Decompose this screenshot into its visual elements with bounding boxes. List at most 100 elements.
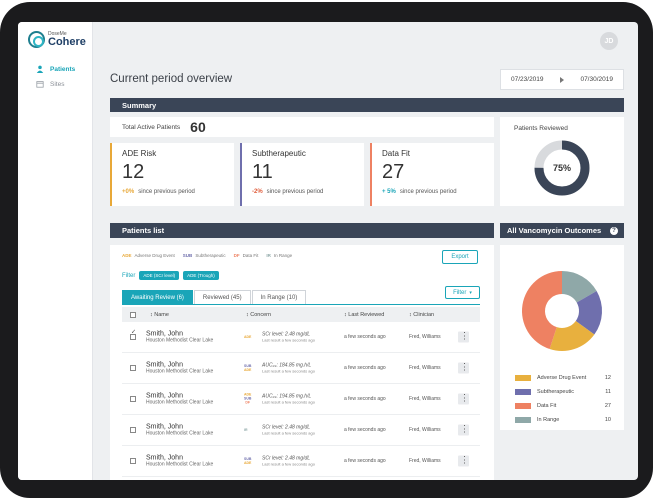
filter-button-label: Filter [453, 289, 467, 296]
date-range-picker[interactable]: 07/23/2019 07/30/2019 [500, 69, 624, 90]
tab-in-range[interactable]: In Range (10) [251, 290, 307, 305]
row-menu-icon[interactable] [458, 393, 469, 405]
concern-tags: SUB ADE [244, 457, 251, 465]
tab-reviewed[interactable]: Reviewed (45) [193, 290, 251, 305]
table-row[interactable]: Smith, John Houston Methodist Clear Lake … [122, 353, 480, 384]
row-menu-icon[interactable] [458, 455, 469, 467]
legend-value: 10 [604, 416, 611, 423]
row-menu-icon[interactable] [458, 424, 469, 436]
pie-slice-in-range[interactable] [562, 271, 597, 303]
patient-cell[interactable]: Smith, John Houston Methodist Clear Lake [146, 362, 213, 375]
pie-slice-subtherapeutic[interactable] [575, 291, 602, 335]
concern-value: SCr level: 2.48 mg/dL [262, 424, 311, 431]
patient-cell[interactable]: Smith, John Houston Methodist Clear Lake [146, 331, 213, 344]
sidebar-item-patients[interactable]: Patients [36, 65, 75, 73]
legend-item-ir: IR In Range [266, 253, 292, 258]
concern-tag: SUB [244, 396, 252, 401]
concern-tag: ADE [244, 368, 252, 372]
app-logo[interactable]: DoseMe Cohere [28, 31, 86, 48]
check-icon: ✓ [131, 329, 137, 336]
reviewed-percent: 75% [553, 163, 571, 173]
filter-dropdown-button[interactable]: Filter ▾ [445, 286, 480, 299]
metric-card-data-fit[interactable]: Data Fit 27 + 5% since previous period [370, 143, 494, 206]
metric-delta: + 5% [382, 189, 396, 195]
table-row[interactable]: Smith, John Houston Methodist Clear Lake … [122, 384, 480, 415]
tab-awaiting-review[interactable]: Awaiting Review (6) [122, 290, 193, 305]
metric-value: 27 [382, 161, 405, 183]
export-button[interactable]: Export [442, 250, 478, 264]
outcome-legend-item: In Range 10 [515, 415, 611, 424]
clinician: Fred, Williams [409, 334, 441, 340]
row-checkbox[interactable] [130, 427, 136, 433]
filter-chip[interactable]: ADE (Trough) [183, 271, 219, 280]
metric-delta: -2% [252, 189, 263, 195]
summary-header: Summary [110, 98, 624, 112]
concern-cell: AUC₂₄: 184.85 mg.h/L Last result a few se… [262, 363, 315, 374]
concern-tag: SUB [244, 363, 252, 368]
row-checkbox[interactable] [130, 365, 136, 371]
concern-tag: DF [245, 401, 251, 406]
row-menu-icon[interactable] [458, 362, 469, 374]
table-row[interactable]: Smith, John Houston Methodist Clear Lake … [122, 415, 480, 446]
total-label: Total Active Patients [122, 123, 181, 131]
metric-title: ADE Risk [122, 149, 157, 158]
row-checkbox[interactable] [130, 458, 136, 464]
pie-slice-adverse-drug-event[interactable] [549, 320, 595, 351]
metric-title: Subtherapeutic [252, 149, 306, 158]
column-last-reviewed-label: Last Reviewed [348, 311, 385, 318]
legend-swatch [515, 374, 531, 381]
outcome-legend-item: Data Fit 27 [515, 401, 611, 410]
concern-cell: AUC₂₄: 194.85 mg.h/L Last result a few se… [262, 394, 315, 405]
person-icon [36, 65, 44, 73]
question-icon[interactable]: ? [610, 226, 618, 235]
patient-cell[interactable]: Smith, John Houston Methodist Clear Lake [146, 455, 213, 468]
filter-chip[interactable]: ADE (SCr level) [139, 271, 180, 280]
last-reviewed: a few seconds ago [344, 334, 386, 340]
patients-reviewed-card: Patients Reviewed 75% [500, 117, 624, 206]
metric-title: Data Fit [382, 149, 411, 158]
patient-hospital: Houston Methodist Clear Lake [146, 430, 214, 437]
pie-slice-data-fit[interactable] [522, 271, 562, 350]
table-row[interactable]: ✓ Smith, John Houston Methodist Clear Lak… [122, 322, 480, 353]
avatar[interactable]: JD [600, 32, 618, 50]
date-from: 07/23/2019 [511, 76, 544, 83]
patient-hospital: Houston Methodist Clear Lake [146, 461, 214, 468]
select-all-checkbox[interactable] [130, 311, 136, 318]
row-checkbox[interactable]: ✓ [130, 330, 136, 340]
table-row[interactable]: Smith, John Houston Methodist Clear Lake … [122, 446, 480, 477]
row-menu-icon[interactable] [458, 331, 469, 343]
concern-subtext: Last result a few seconds ago [262, 337, 315, 343]
chevron-down-icon: ▾ [469, 289, 472, 296]
concern-subtext: Last result a few seconds ago [262, 461, 315, 467]
legend-swatch [515, 388, 531, 395]
patient-cell[interactable]: Smith, John Houston Methodist Clear Lake [146, 424, 213, 437]
column-concern[interactable]: ↕ Concern [246, 311, 272, 318]
active-filters: Filter ADE (SCr level) ADE (Trough) [122, 271, 219, 280]
row-checkbox[interactable] [130, 396, 136, 402]
patient-name: Smith, John [146, 392, 183, 400]
legend-code: DF [233, 253, 240, 258]
reviewed-label: Patients Reviewed [514, 125, 568, 132]
metric-card-subtherapeutic[interactable]: Subtherapeutic 11 -2% since previous peri… [240, 143, 364, 206]
column-name[interactable]: ↕ Name [150, 311, 169, 318]
column-clinician[interactable]: ↕ Clinician [409, 311, 435, 318]
outcomes-card: Adverse Drug Event 12 Subtherapeutic 11 Data… [500, 245, 624, 430]
patient-name: Smith, John [146, 423, 183, 431]
legend-item-df: DF Data Fit [234, 253, 259, 258]
logo-icon [28, 31, 45, 48]
last-reviewed: a few seconds ago [344, 365, 386, 371]
concern-subtext: Last result a few seconds ago [262, 430, 315, 436]
legend-label: In Range [537, 416, 560, 423]
metric-card-ade-risk[interactable]: ADE Risk 12 +0% since previous period [110, 143, 234, 206]
legend-label: Subtherapeutic [537, 388, 574, 395]
last-reviewed: a few seconds ago [344, 396, 386, 402]
concern-value: AUC₂₄: 194.85 mg.h/L [262, 393, 312, 400]
concern-legend: ADE Adverse Drug Event SUB Subtherapeutic … [122, 253, 300, 258]
column-last-reviewed[interactable]: ↕ Last Reviewed [344, 311, 385, 318]
logo-brand: DoseMe [48, 30, 67, 37]
main-content: JD Current period overview 07/23/2019 07… [93, 22, 638, 480]
patient-cell[interactable]: Smith, John Houston Methodist Clear Lake [146, 393, 213, 406]
arrow-right-icon [560, 76, 564, 83]
sidebar-item-sites[interactable]: Sites [36, 80, 64, 88]
